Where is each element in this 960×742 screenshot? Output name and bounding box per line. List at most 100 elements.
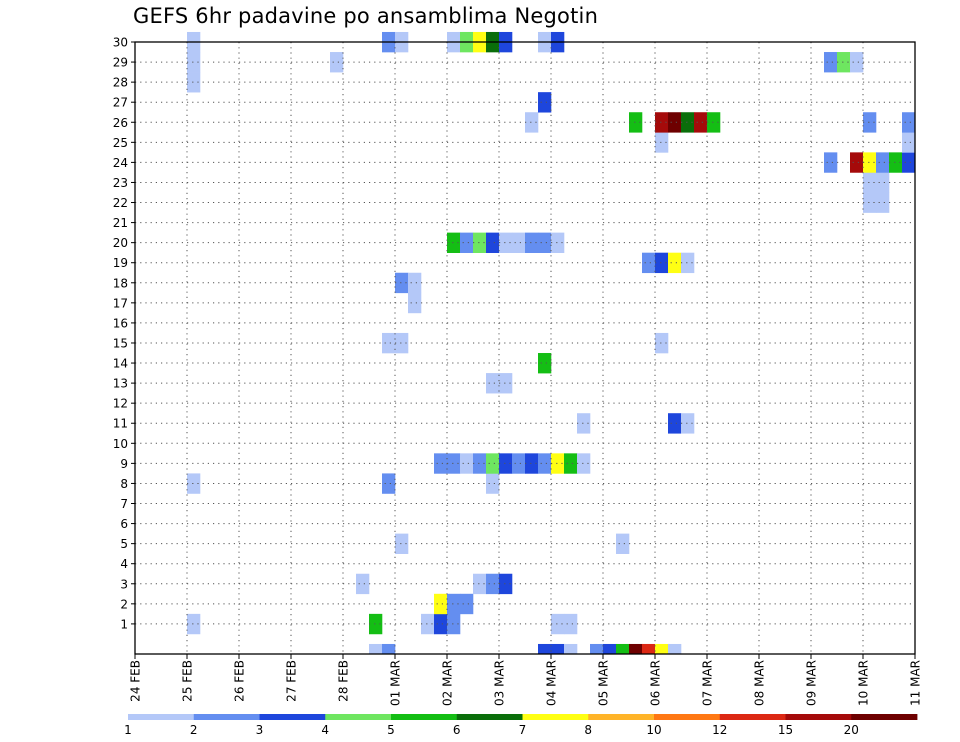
y-tick-label: 29 xyxy=(113,56,128,70)
x-tick-label: 03 MAR xyxy=(493,660,507,706)
colorbar-label: 2 xyxy=(190,723,198,737)
heatmap-cell xyxy=(850,152,864,173)
colorbar: 1 2 3 4 5 6 7 8 10 12 15 20 xyxy=(124,714,918,737)
heatmap-cell xyxy=(525,112,539,133)
heatmap-cell xyxy=(876,152,890,173)
heatmap-cell xyxy=(460,232,474,253)
y-axis: 1234567891011121314151617181920212223242… xyxy=(113,36,135,631)
y-tick-label: 12 xyxy=(113,397,128,411)
y-tick-label: 5 xyxy=(120,537,128,551)
y-tick-label: 22 xyxy=(113,196,128,210)
heatmap-cell xyxy=(512,453,526,474)
y-tick-label: 7 xyxy=(120,497,128,511)
heatmap-cell xyxy=(707,112,721,133)
heatmap-cell xyxy=(499,453,513,474)
heatmap-cell xyxy=(447,232,461,253)
heatmap-cell xyxy=(421,613,435,635)
heatmap-cell xyxy=(863,172,877,193)
heatmap-cell xyxy=(525,453,539,474)
x-tick-label: 02 MAR xyxy=(441,660,455,706)
heatmap-cell xyxy=(616,643,630,655)
heatmap-cell xyxy=(551,232,565,253)
heatmap-cell xyxy=(369,643,383,655)
heatmap-cell xyxy=(473,453,487,474)
x-tick-label: 25 FEB xyxy=(181,660,195,702)
heatmap-cell xyxy=(447,593,461,615)
heatmap-cell xyxy=(512,232,526,253)
x-tick-label: 08 MAR xyxy=(753,660,767,706)
heatmap-cell xyxy=(616,533,630,554)
y-tick-label: 13 xyxy=(113,377,128,391)
heatmap-cell xyxy=(824,152,838,173)
y-tick-label: 6 xyxy=(120,517,128,531)
y-tick-label: 1 xyxy=(120,617,128,631)
colorbar-label: 12 xyxy=(712,723,727,737)
x-tick-label: 10 MAR xyxy=(857,660,871,706)
heatmap-cell xyxy=(681,252,695,274)
colorbar-segment xyxy=(654,714,721,720)
heatmap-cell xyxy=(499,573,513,595)
y-tick-label: 10 xyxy=(113,437,128,451)
x-tick-label: 07 MAR xyxy=(701,660,715,706)
heatmap-cell xyxy=(876,192,890,213)
heatmap-cell xyxy=(551,613,565,635)
heatmap-cell xyxy=(668,413,682,434)
heatmap-cell xyxy=(629,112,643,133)
x-tick-label: 28 FEB xyxy=(337,660,351,702)
heatmap-cell xyxy=(382,473,396,494)
heatmap-cell xyxy=(902,152,916,173)
y-tick-label: 11 xyxy=(113,417,128,431)
heatmap-cell xyxy=(187,473,201,494)
heatmap-cell xyxy=(486,573,500,595)
colorbar-segment xyxy=(456,714,523,720)
heatmap-cell xyxy=(486,473,500,494)
colorbar-segment xyxy=(128,714,195,720)
heatmap-cell xyxy=(603,643,617,655)
colorbar-segment xyxy=(259,714,326,720)
y-tick-label: 20 xyxy=(113,236,128,250)
heatmap-cell xyxy=(668,643,682,655)
y-tick-label: 21 xyxy=(113,216,128,230)
x-tick-label: 09 MAR xyxy=(805,660,819,706)
heatmap-cell xyxy=(499,232,513,253)
heatmap-cell xyxy=(447,453,461,474)
colorbar-segment xyxy=(193,714,260,720)
heatmap-cell xyxy=(850,52,864,73)
y-tick-label: 3 xyxy=(120,577,128,591)
y-tick-label: 27 xyxy=(113,96,128,110)
heatmap-cell xyxy=(382,643,396,655)
heatmap-cell xyxy=(395,533,409,554)
colorbar-label: 5 xyxy=(387,723,395,737)
heatmap-cell xyxy=(538,643,552,655)
heatmap-cell xyxy=(499,373,513,394)
colorbar-label: 3 xyxy=(256,723,264,737)
x-tick-label: 01 MAR xyxy=(389,660,403,706)
heatmap-cell xyxy=(408,292,422,314)
x-tick-label: 11 MAR xyxy=(909,660,923,706)
heatmap-cell xyxy=(889,152,903,173)
heatmap-cell xyxy=(486,373,500,394)
heatmap-cell xyxy=(642,252,656,274)
y-tick-label: 23 xyxy=(113,176,128,190)
colorbar-segment xyxy=(325,714,392,720)
heatmap-cell xyxy=(460,593,474,615)
x-tick-label: 24 FEB xyxy=(129,660,143,702)
x-tick-label: 05 MAR xyxy=(597,660,611,706)
heatmap-cell xyxy=(655,252,669,274)
heatmap-cell xyxy=(902,132,916,153)
colorbar-label: 4 xyxy=(321,723,329,737)
heatmap-cell xyxy=(460,453,474,474)
y-tick-label: 30 xyxy=(113,36,128,50)
colorbar-segment xyxy=(588,714,655,720)
heatmap-cell xyxy=(863,192,877,213)
y-tick-label: 4 xyxy=(120,557,128,571)
y-tick-label: 25 xyxy=(113,136,128,150)
colorbar-label: 6 xyxy=(453,723,461,737)
colorbar-segment xyxy=(719,714,786,720)
y-tick-label: 8 xyxy=(120,477,128,491)
heatmap-cell xyxy=(655,112,669,133)
heatmap-cell xyxy=(538,232,552,253)
heatmap-cell xyxy=(668,252,682,274)
heatmap-cell xyxy=(824,52,838,73)
colorbar-label: 10 xyxy=(646,723,661,737)
